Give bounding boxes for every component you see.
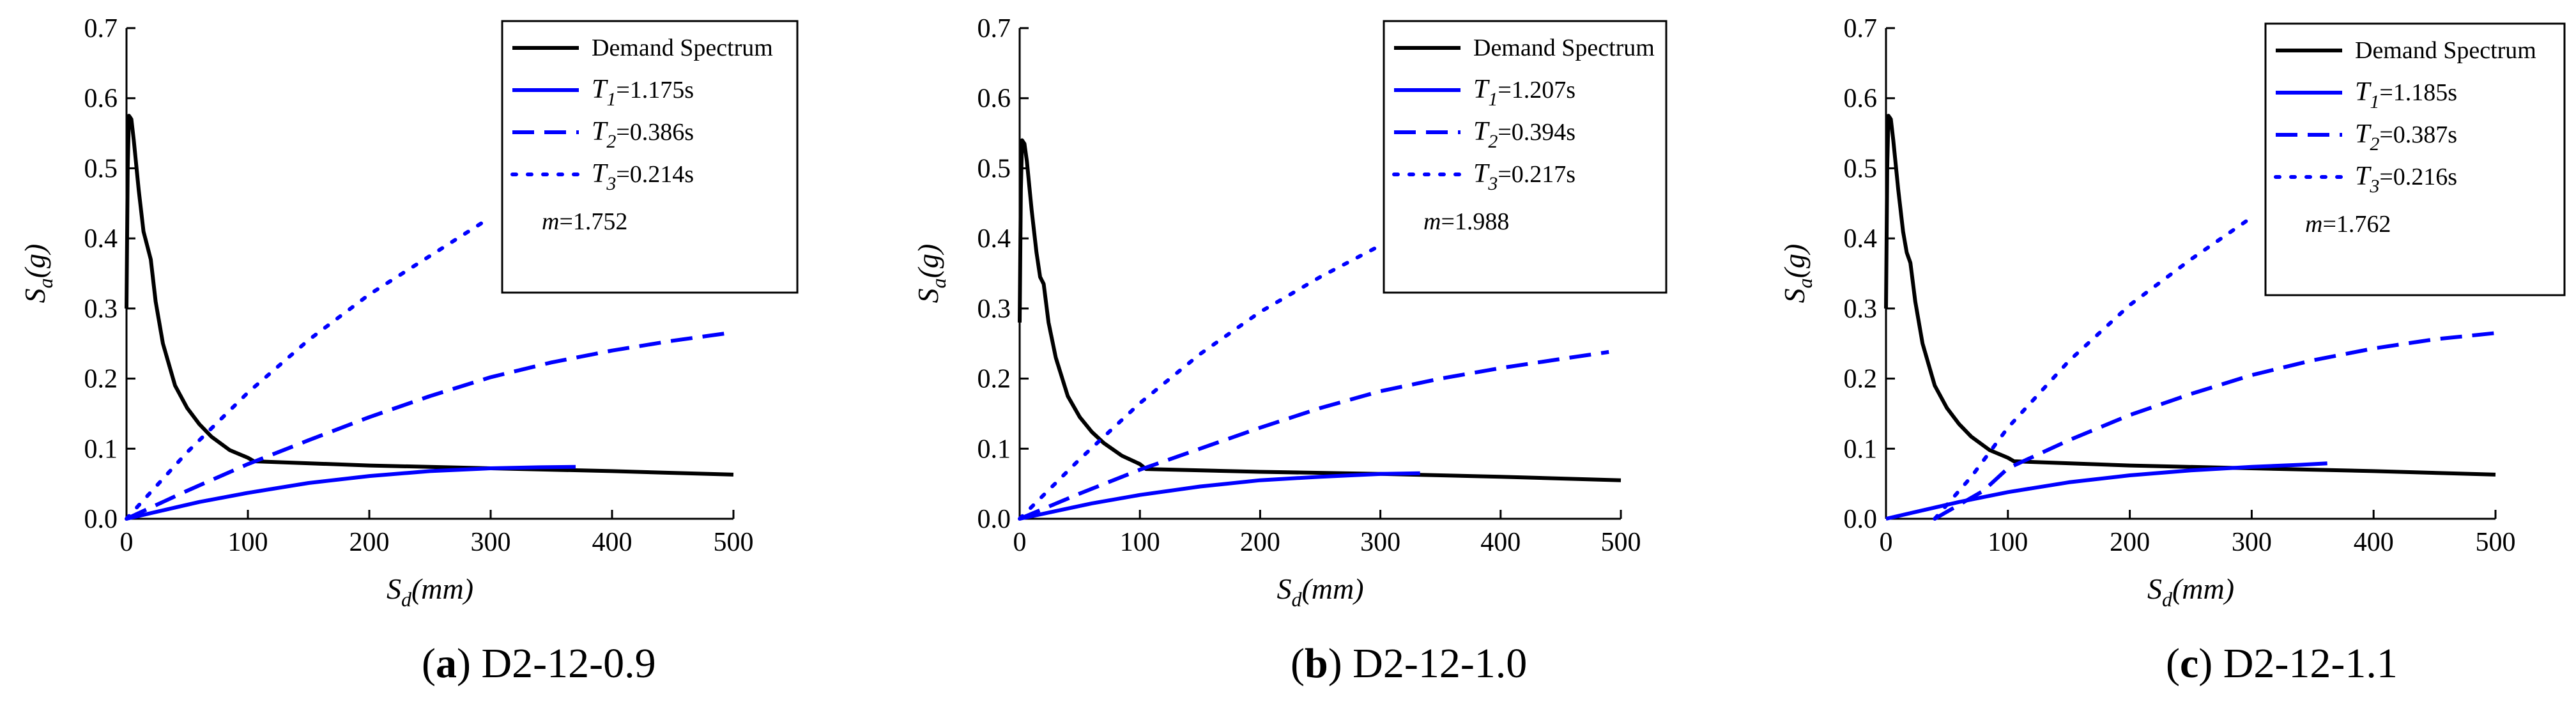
x-tick-label: 100	[1988, 528, 2028, 557]
series-line-1	[1019, 471, 1420, 521]
series-line-3	[1933, 215, 2254, 521]
x-tick-label: 500	[2476, 528, 2516, 557]
series-line-1	[1885, 461, 2327, 521]
series-line-2	[1018, 349, 1609, 521]
panel-c: 0 100 200 300 400 500 0.0 0.1 0.2 0.3 0.4 0.5 0.6 0.7…	[1778, 14, 2566, 687]
panel-a: 0 100 200 300 400 500 0.0 0.1 0.2 0.3 0.4 0.5 0.6 0.7…	[19, 14, 799, 687]
legend-label-2: T2=0.387s	[2355, 119, 2457, 155]
y-axis-label: Sa(g)	[1778, 244, 1816, 303]
x-tick-label: 200	[2110, 528, 2150, 557]
legend-label-0: Demand Spectrum	[1473, 34, 1655, 61]
x-tick-label: 400	[2354, 528, 2394, 557]
legend-label-3: T3=0.216s	[2355, 162, 2457, 197]
x-axis-label: Sd(mm)	[1276, 572, 1363, 611]
x-tick-label: 300	[471, 528, 511, 557]
x-tick-label: 100	[1120, 528, 1160, 557]
y-tick-label: 0.7	[977, 14, 1011, 43]
y-tick-label: 0.2	[1844, 365, 1878, 394]
ductility-annotation: m=1.762	[2305, 211, 2391, 238]
y-tick-label: 0.0	[977, 505, 1011, 534]
legend-label-3: T3=0.214s	[592, 159, 694, 194]
x-tick-label: 300	[1360, 528, 1400, 557]
legend-label-1: T1=1.175s	[592, 75, 694, 110]
y-tick-label: 0.2	[977, 365, 1011, 394]
x-axis-label: Sd(mm)	[2147, 572, 2234, 611]
legend-label-1: T1=1.207s	[1473, 75, 1575, 110]
legend-label-2: T2=0.394s	[1473, 117, 1575, 152]
ductility-annotation: m=1.988	[1423, 208, 1509, 235]
y-tick-label: 0.1	[84, 434, 118, 464]
y-tick-label: 0.5	[977, 154, 1011, 183]
panel-caption: (b) D2-12-1.0	[1291, 640, 1527, 687]
y-axis-label: Sa(g)	[19, 244, 57, 303]
y-tick-label: 0.1	[977, 434, 1011, 464]
legend-box	[501, 20, 799, 294]
y-tick-label: 0.4	[977, 224, 1011, 254]
y-tick-label: 0.6	[84, 84, 118, 114]
legend-label-2: T2=0.386s	[592, 117, 694, 152]
ductility-annotation: m=1.752	[542, 208, 627, 235]
y-axis-label: Sa(g)	[912, 244, 950, 303]
y-tick-label: 0.0	[1844, 505, 1878, 534]
y-tick-label: 0.6	[977, 84, 1011, 114]
y-tick-label: 0.2	[84, 365, 118, 394]
x-tick-label: 500	[1601, 528, 1641, 557]
x-tick-label: 300	[2232, 528, 2272, 557]
series-line-2	[125, 330, 734, 521]
y-tick-label: 0.7	[1844, 14, 1878, 43]
y-tick-label: 0.5	[1844, 154, 1878, 183]
x-tick-label: 100	[228, 528, 268, 557]
panel-b: 0 100 200 300 400 500 0.0 0.1 0.2 0.3 0.4 0.5 0.6 0.7…	[912, 14, 1667, 687]
y-tick-label: 0.5	[84, 154, 118, 183]
series-line-3	[1018, 243, 1383, 521]
y-tick-label: 0.3	[84, 295, 118, 324]
y-tick-label: 0.7	[84, 14, 118, 43]
legend-box	[2264, 22, 2566, 296]
legend-label-0: Demand Spectrum	[592, 34, 773, 61]
series-line-3	[125, 215, 493, 521]
x-tick-label: 200	[349, 528, 390, 557]
legend-label-3: T3=0.217s	[1473, 159, 1575, 194]
y-tick-label: 0.4	[84, 224, 118, 254]
y-tick-label: 0.6	[1844, 84, 1878, 114]
panel-caption: (a) D2-12-0.9	[422, 640, 656, 687]
y-tick-label: 0.3	[1844, 295, 1878, 324]
series-line-0	[1884, 114, 2496, 477]
y-tick-label: 0.1	[1844, 434, 1878, 464]
x-tick-label: 400	[1480, 528, 1521, 557]
y-tick-label: 0.0	[84, 505, 118, 534]
x-tick-label: 200	[1240, 528, 1280, 557]
x-tick-label: 500	[714, 528, 754, 557]
y-tick-label: 0.3	[977, 295, 1011, 324]
y-tick-label: 0.4	[1844, 224, 1878, 254]
series-line-0	[1018, 138, 1621, 482]
legend-box	[1383, 20, 1667, 294]
series-line-2	[1933, 331, 2496, 521]
series-line-1	[126, 464, 576, 521]
panel-caption: (c) D2-12-1.1	[2166, 640, 2398, 687]
x-tick-label: 400	[592, 528, 632, 557]
legend-label-0: Demand Spectrum	[2355, 37, 2536, 64]
series-line-0	[125, 114, 734, 477]
x-tick-label: 0	[1013, 528, 1027, 557]
x-tick-label: 0	[120, 528, 134, 557]
x-tick-label: 0	[1880, 528, 1893, 557]
x-axis-label: Sd(mm)	[387, 572, 473, 611]
legend-label-1: T1=1.185s	[2355, 77, 2457, 112]
